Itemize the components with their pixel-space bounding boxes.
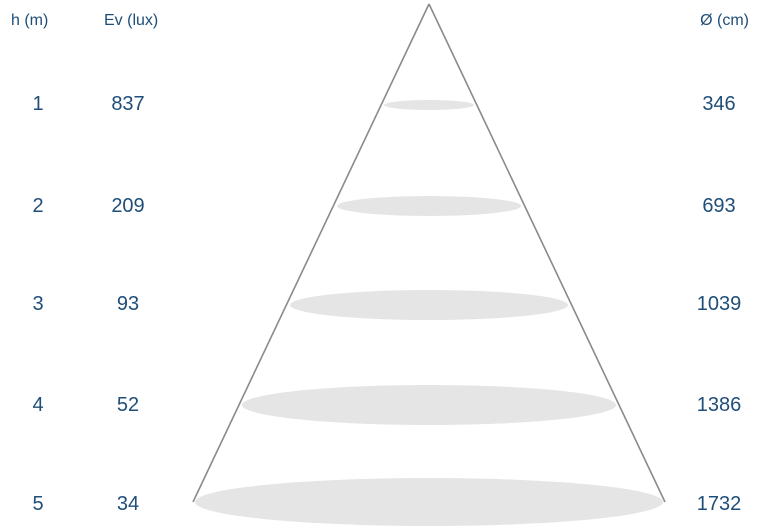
height-value: 5	[32, 493, 44, 515]
height-value: 1	[32, 93, 44, 115]
height-value: 2	[32, 195, 44, 217]
diameter-value: 1732	[696, 493, 742, 515]
diameter-value: 1386	[696, 394, 742, 416]
light-spot-ellipse	[384, 100, 474, 110]
diameter-column-header: Ø (cm)	[700, 12, 749, 29]
diameter-value: 693	[702, 195, 736, 217]
illuminance-value: 52	[116, 394, 140, 416]
light-spot-ellipse	[195, 478, 663, 526]
light-spot-ellipse	[242, 385, 616, 425]
illuminance-value: 93	[116, 293, 140, 315]
illuminance-value: 34	[116, 493, 140, 515]
illuminance-column: 837 209 93 52 34	[76, 0, 192, 526]
height-column-header: h (m)	[11, 12, 49, 29]
illuminance-value: 209	[111, 195, 145, 217]
illuminance-column-header: Ev (lux)	[104, 12, 159, 29]
height-value: 4	[32, 394, 44, 416]
diameter-column: 346 693 1039 1386 1732	[660, 0, 766, 526]
light-spots	[195, 100, 663, 526]
height-value: 3	[32, 293, 44, 315]
diameter-value: 346	[702, 93, 736, 115]
light-spot-ellipse	[290, 290, 568, 320]
cone-left-edge	[192, 3, 430, 503]
cone-right-edge	[428, 3, 666, 503]
light-spot-ellipse	[337, 196, 521, 216]
diameter-value: 1039	[696, 293, 742, 315]
height-column: 1 2 3 4 5	[0, 0, 76, 526]
illuminance-value: 837	[111, 93, 145, 115]
